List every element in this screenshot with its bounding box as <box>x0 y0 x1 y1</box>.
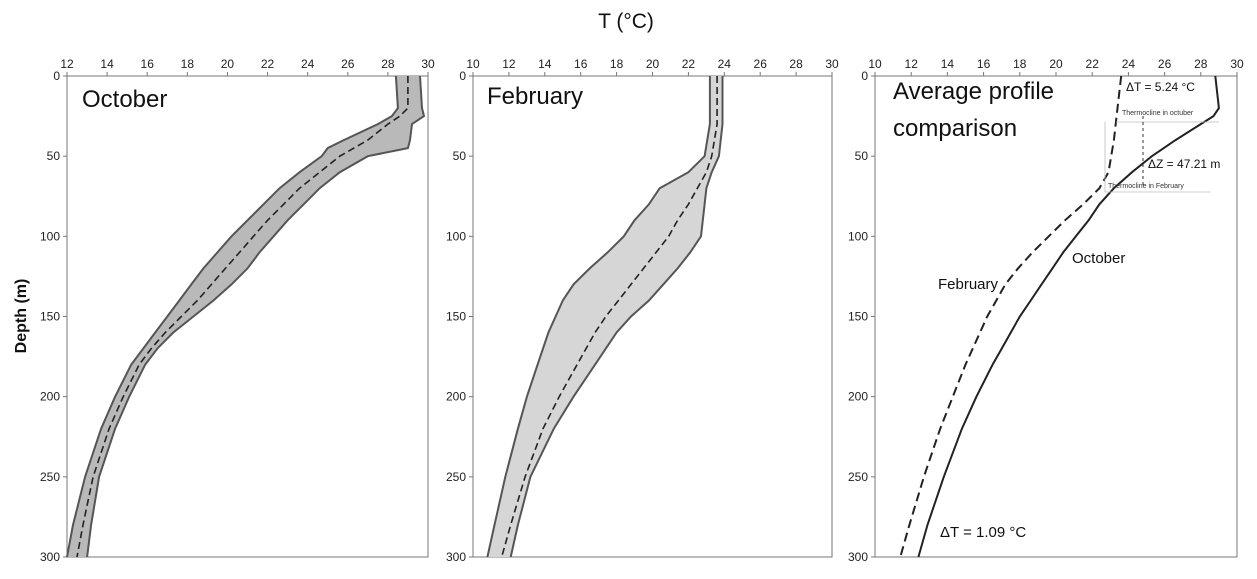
panel-title: February <box>487 83 583 110</box>
annotation-delta-t-bottom: ΔT = 1.09 °C <box>940 524 1026 541</box>
annotation-thermocline-february: Thermocline in February <box>1108 183 1184 190</box>
x-tick-label: 28 <box>789 57 803 71</box>
x-tick-label: 20 <box>221 57 235 71</box>
x-tick-label: 22 <box>261 57 275 71</box>
x-tick-label: 12 <box>60 57 74 71</box>
annotation-delta-t-top: ΔT = 5.24 °C <box>1126 80 1195 94</box>
annotation-thermocline-october: Thermocline in octuber <box>1122 110 1194 117</box>
average-comparison-panel: 10 12 14 16 18 20 22 24 26 28 30 0 50 100 150 200 250 30… <box>848 57 1244 564</box>
y-tick-label: 200 <box>446 390 466 404</box>
x-tick-label: 24 <box>718 57 732 71</box>
y-tick-label: 0 <box>53 69 60 83</box>
y-tick-label: 300 <box>848 550 868 564</box>
panel-title-line-1: Average profile <box>893 78 1054 105</box>
x-tick-label: 30 <box>421 57 435 71</box>
y-tick-label: 100 <box>446 229 466 243</box>
label-october: October <box>1072 250 1125 267</box>
x-tick-label: 24 <box>301 57 315 71</box>
x-tick-label: 12 <box>905 57 919 71</box>
x-tick-label: 18 <box>1013 57 1027 71</box>
x-tick-label: 10 <box>868 57 882 71</box>
envelope-group <box>486 76 724 558</box>
x-ticks: 12 14 16 18 20 22 24 26 28 30 <box>60 57 435 76</box>
x-tick-label: 18 <box>181 57 195 71</box>
october-profile-line <box>917 75 1220 558</box>
envelope-max-line <box>86 75 426 558</box>
february-profile-line <box>899 75 1123 558</box>
y-tick-label: 100 <box>40 229 60 243</box>
series-group <box>500 76 718 558</box>
y-tick-label: 50 <box>855 149 869 163</box>
y-tick-label: 150 <box>40 310 60 324</box>
x-tick-label: 10 <box>466 57 480 71</box>
x-ticks: 10 12 14 16 18 20 22 24 26 28 30 <box>868 57 1244 76</box>
october-panel: 12 14 16 18 20 22 24 26 28 30 050100150200250300 … <box>40 57 435 564</box>
y-tick-label: 150 <box>446 310 466 324</box>
annotation-delta-z: ΔZ = 47.21 m <box>1148 157 1220 171</box>
y-tick-label: 200 <box>848 390 868 404</box>
y-tick-label: 200 <box>40 390 60 404</box>
y-tick-label: 100 <box>848 229 868 243</box>
x-tick-label: 14 <box>538 57 552 71</box>
plot-frame <box>472 75 833 558</box>
x-tick-label: 26 <box>1158 57 1172 71</box>
y-axis-title: Depth (m) <box>13 279 30 354</box>
x-tick-label: 22 <box>1086 57 1100 71</box>
y-tick-label: 300 <box>446 550 466 564</box>
x-tick-label: 14 <box>100 57 114 71</box>
y-tick-label: 250 <box>848 470 868 484</box>
envelope-max-line <box>509 76 724 558</box>
x-tick-label: 30 <box>825 57 839 71</box>
x-tick-label: 14 <box>941 57 955 71</box>
february-panel: 10 12 14 16 18 20 22 24 26 28 30 0 50 100 150 200 250 30… <box>446 57 839 564</box>
x-tick-label: 28 <box>1194 57 1208 71</box>
x-tick-label: 26 <box>341 57 355 71</box>
y-tick-label: 300 <box>40 550 60 564</box>
y-tick-label: 50 <box>47 149 61 163</box>
x-tick-label: 20 <box>1049 57 1063 71</box>
x-ticks: 10 12 14 16 18 20 22 24 26 28 30 <box>466 57 839 76</box>
envelope-min-line <box>66 75 399 558</box>
x-tick-label: 24 <box>1122 57 1136 71</box>
series-group <box>76 76 409 558</box>
x-axis-title: T (°C) <box>598 10 654 33</box>
x-tick-label: 20 <box>646 57 660 71</box>
series-group <box>899 75 1220 558</box>
y-ticks: 0 50 100 150 200 250 300 <box>40 69 67 564</box>
x-tick-label: 18 <box>610 57 624 71</box>
profile-envelope-fill <box>487 76 723 557</box>
x-tick-label: 30 <box>1230 57 1244 71</box>
y-tick-label: 50 <box>453 149 467 163</box>
envelope-min-line <box>486 76 711 558</box>
x-tick-label: 16 <box>141 57 155 71</box>
x-tick-label: 16 <box>574 57 588 71</box>
y-tick-label: 0 <box>861 69 868 83</box>
y-tick-label: 0 <box>459 69 466 83</box>
label-february: February <box>938 276 999 293</box>
y-tick-label: 250 <box>446 470 466 484</box>
y-tick-label: 250 <box>40 470 60 484</box>
x-tick-label: 26 <box>754 57 768 71</box>
mean-profile-line <box>76 76 409 558</box>
x-tick-label: 28 <box>381 57 395 71</box>
panel-title: October <box>82 86 167 113</box>
y-ticks: 0 50 100 150 200 250 300 <box>446 69 473 564</box>
y-tick-label: 150 <box>848 310 868 324</box>
x-tick-label: 16 <box>977 57 991 71</box>
x-tick-label: 22 <box>682 57 696 71</box>
panel-title-line-2: comparison <box>893 115 1017 142</box>
x-tick-label: 12 <box>502 57 516 71</box>
mean-profile-line <box>500 76 718 558</box>
plot-frame <box>874 75 1238 558</box>
y-ticks: 0 50 100 150 200 250 300 <box>848 69 875 564</box>
